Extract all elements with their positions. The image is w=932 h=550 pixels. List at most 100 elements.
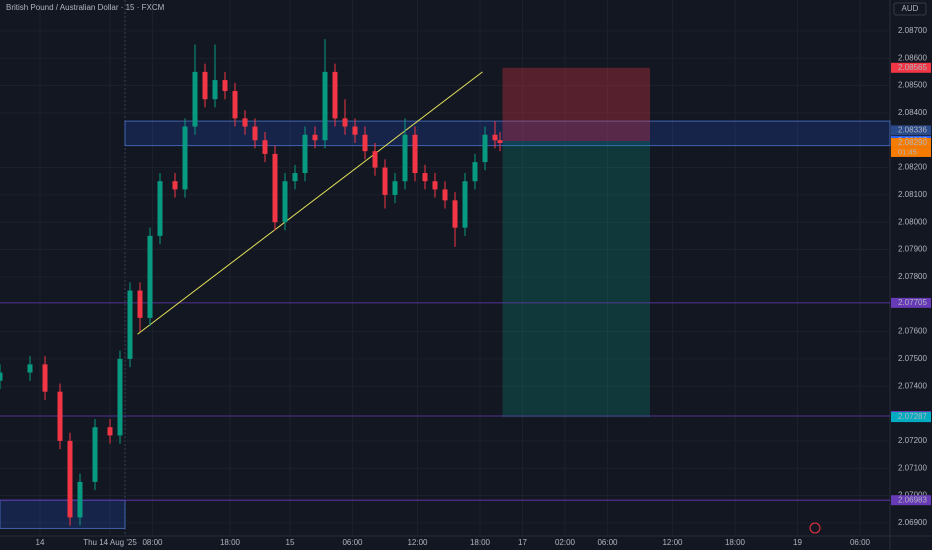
currency-button[interactable] — [893, 2, 927, 16]
candle-body — [222, 80, 228, 92]
candle-body — [362, 134, 368, 152]
candle-body — [252, 126, 258, 141]
candle-body — [462, 181, 468, 228]
candle-body — [492, 134, 498, 141]
y-tick-label: 2.07800 — [898, 272, 927, 281]
candle-body — [392, 181, 398, 195]
y-tick-label: 2.08700 — [898, 26, 927, 35]
y-tick-label: 2.07000 — [898, 491, 927, 500]
y-tick-label: 2.08600 — [898, 53, 927, 62]
x-tick-label: 17 — [518, 538, 527, 547]
price-label-bg — [891, 125, 931, 136]
candle-body — [382, 167, 388, 195]
x-tick-label: 06:00 — [597, 538, 618, 547]
price-label: 2.06983 — [898, 495, 927, 504]
candle-body — [192, 71, 198, 127]
candle-body — [412, 134, 418, 174]
target-zone — [502, 141, 650, 418]
zone — [0, 499, 126, 529]
candle-body — [262, 140, 268, 154]
y-tick-label: 2.08500 — [898, 81, 927, 90]
x-tick-label: 18:00 — [220, 538, 241, 547]
y-tick-label: 2.07900 — [898, 245, 927, 254]
x-tick-label: 15 — [286, 538, 295, 547]
candle-body — [372, 151, 378, 168]
price-label-bg — [891, 137, 931, 148]
candle-body — [67, 440, 73, 518]
candle-body — [322, 71, 328, 141]
y-tick-label: 2.07600 — [898, 327, 927, 336]
candle-body — [312, 134, 318, 141]
x-tick-label: 14 — [36, 538, 45, 547]
price-label: 2.08290 — [898, 138, 927, 147]
candle-body — [27, 364, 33, 373]
price-label: 2.08565 — [898, 63, 927, 72]
y-tick-label: 2.08200 — [898, 163, 927, 172]
y-tick-label: 2.08000 — [898, 217, 927, 226]
x-tick-label: 06:00 — [850, 538, 871, 547]
candle-body — [107, 427, 113, 436]
y-tick-label: 2.07200 — [898, 436, 927, 445]
candle-body — [242, 118, 248, 127]
y-tick-label: 2.07400 — [898, 381, 927, 390]
candle-body — [482, 134, 488, 163]
candle-body — [342, 118, 348, 127]
x-tick-label: 02:00 — [555, 538, 576, 547]
candle-body — [282, 181, 288, 223]
price-label-bg — [891, 495, 931, 506]
candle-body — [292, 173, 298, 182]
price-label-bg — [891, 62, 931, 73]
price-label-bg — [891, 412, 931, 423]
chart-title: British Pound / Australian Dollar · 15 ·… — [6, 3, 165, 12]
candle-body — [157, 181, 163, 236]
candle-body — [432, 181, 438, 190]
x-tick-label: 19 — [793, 538, 802, 547]
price-label-bg — [891, 297, 931, 308]
candle-body — [137, 290, 143, 318]
trendline — [137, 71, 483, 335]
candle-body — [422, 173, 428, 182]
candle-body — [147, 235, 153, 318]
candle-body — [352, 126, 358, 135]
candle-body — [302, 134, 308, 174]
price-label: 2.08336 — [898, 125, 927, 134]
y-tick-label: 2.07100 — [898, 463, 927, 472]
x-tick-label: 06:00 — [342, 538, 363, 547]
y-tick-label: 2.08400 — [898, 108, 927, 117]
x-tick-label: 08:00 — [142, 538, 163, 547]
candle-body — [92, 427, 98, 482]
x-tick-label: 12:00 — [407, 538, 428, 547]
candle-body — [212, 80, 218, 100]
y-tick-label: 2.08100 — [898, 190, 927, 199]
price-label: 2.07705 — [898, 298, 927, 307]
candle-body — [77, 481, 83, 518]
stop-zone — [502, 67, 650, 142]
event-icon[interactable] — [809, 522, 821, 534]
zone — [124, 120, 891, 147]
x-tick-label: 18:00 — [470, 538, 491, 547]
candle-body — [472, 162, 478, 182]
candle-body — [42, 364, 48, 392]
countdown: 01:45 — [898, 147, 917, 156]
candle-body — [332, 71, 338, 119]
y-tick-label: 2.06900 — [898, 518, 927, 527]
candle-body — [172, 181, 178, 190]
countdown-bg — [891, 147, 931, 157]
y-tick-label: 2.07500 — [898, 354, 927, 363]
candle-body — [452, 200, 458, 228]
candle-body — [182, 126, 188, 190]
candle-body — [442, 189, 448, 201]
candle-body — [497, 140, 503, 143]
x-tick-label: 18:00 — [725, 538, 746, 547]
x-tick-label: 12:00 — [662, 538, 683, 547]
candle-body — [272, 153, 278, 223]
currency[interactable]: AUD — [902, 4, 919, 13]
candle-body — [202, 71, 208, 100]
candle-body — [232, 91, 238, 119]
candle-body — [402, 134, 408, 182]
candle-body — [0, 372, 3, 381]
candle-body — [117, 358, 123, 436]
price-label: 2.07287 — [898, 412, 927, 421]
